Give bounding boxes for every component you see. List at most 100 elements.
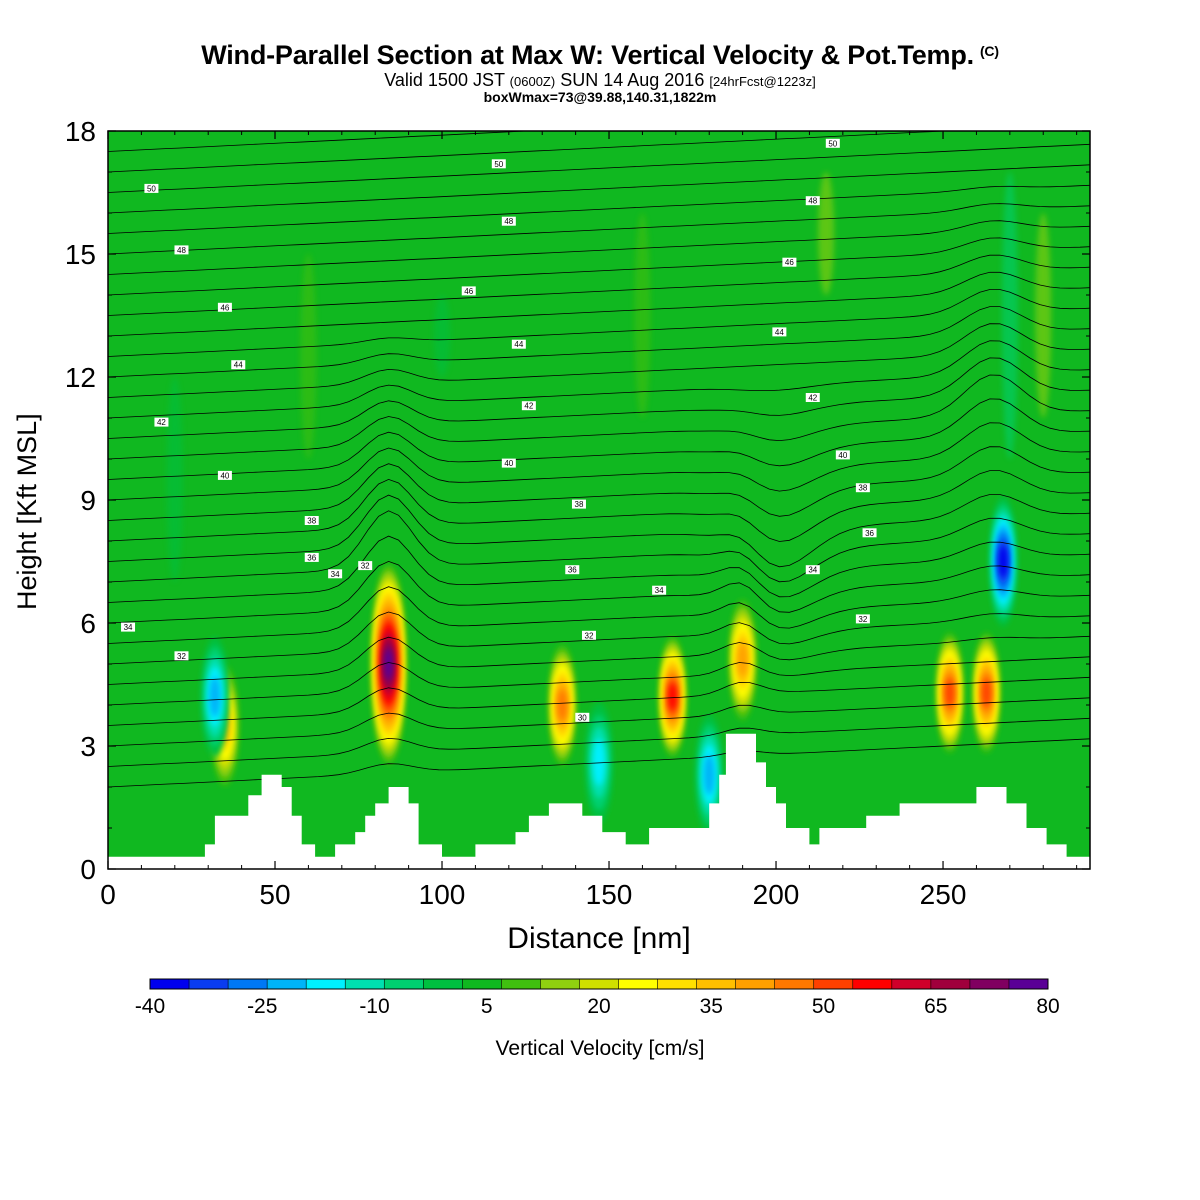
theta-label-box xyxy=(217,470,232,480)
theta-contour xyxy=(108,535,1090,603)
theta-label-text: 40 xyxy=(504,459,513,468)
theta-contour-label: 36 xyxy=(862,528,877,538)
theta-contour xyxy=(108,635,1090,685)
valid-time: Valid 1500 JST xyxy=(384,70,505,90)
theta-contour xyxy=(108,470,1090,542)
theta-contour xyxy=(108,656,1090,706)
updraft-cell xyxy=(982,679,991,707)
theta-contour-label: 50 xyxy=(144,183,159,193)
theta-contour-label: 34 xyxy=(121,622,136,632)
chart-subtitle: Valid 1500 JST (0600Z) SUN 14 Aug 2016 [… xyxy=(0,71,1200,89)
velocity-streak xyxy=(818,172,835,295)
theta-contour xyxy=(108,510,1090,583)
x-axis-label: Distance [nm] xyxy=(507,922,691,955)
theta-contour-label: 32 xyxy=(855,614,870,624)
theta-label-box xyxy=(652,585,667,595)
theta-label-text: 34 xyxy=(331,570,340,579)
theta-contour-label: 32 xyxy=(358,561,373,571)
theta-contour-label: 36 xyxy=(565,565,580,575)
x-tick-label: 0 xyxy=(100,879,116,910)
theta-label-text: 40 xyxy=(838,451,847,460)
updraft-cell xyxy=(384,649,393,679)
y-tick-label: 6 xyxy=(80,608,96,639)
downdraft-cell xyxy=(999,545,1008,578)
updraft-cell xyxy=(558,690,567,720)
y-tick-label: 9 xyxy=(80,485,96,516)
y-tick-label: 18 xyxy=(65,116,96,147)
theta-label-box xyxy=(144,183,159,193)
theta-label-box xyxy=(805,565,820,575)
theta-label-box xyxy=(825,138,840,148)
theta-contour xyxy=(108,131,117,132)
colorbar-tick-label: -40 xyxy=(135,995,165,1018)
colorbar-swatch xyxy=(618,979,658,989)
colorbar-swatch xyxy=(345,979,385,989)
theta-label-box xyxy=(565,565,580,575)
downdraft-cell xyxy=(593,739,605,786)
theta-contour-label: 38 xyxy=(571,499,586,509)
colorbar-swatch xyxy=(384,979,424,989)
colorbar-tick-label: 80 xyxy=(1036,995,1059,1018)
theta-label-box xyxy=(782,257,797,267)
colorbar-tick-label: -10 xyxy=(359,995,389,1018)
theta-label-text: 46 xyxy=(220,303,229,312)
theta-label-box xyxy=(121,622,136,632)
theta-label-text: 46 xyxy=(464,287,473,296)
theta-contour-label: 40 xyxy=(835,450,850,460)
theta-label-text: 38 xyxy=(575,500,584,509)
updraft-cell xyxy=(738,643,748,676)
theta-contour xyxy=(108,611,1090,665)
theta-contour-label: 44 xyxy=(772,327,787,337)
theta-contour xyxy=(108,62,1090,110)
colorbar-tick-label: 5 xyxy=(481,995,493,1018)
colorbar-tick-label: 35 xyxy=(700,995,723,1018)
downdraft-cell xyxy=(703,754,715,795)
theta-label-text: 32 xyxy=(858,615,867,624)
y-tick-label: 15 xyxy=(65,239,96,270)
theta-contour-label: 34 xyxy=(328,569,343,579)
theta-contour xyxy=(108,357,1090,439)
x-tick-label: 50 xyxy=(259,879,290,910)
theta-label-box xyxy=(511,339,526,349)
theta-label-text: 42 xyxy=(157,418,166,427)
theta-label-text: 30 xyxy=(578,713,587,722)
theta-contour xyxy=(108,164,1090,214)
theta-contour xyxy=(108,560,1090,624)
theta-contour-label: 38 xyxy=(855,483,870,493)
chart-title-suffix: (C) xyxy=(979,43,999,59)
colorbar-tick-label: 65 xyxy=(924,995,947,1018)
colorbar-swatch xyxy=(306,979,346,989)
colorbar-swatch xyxy=(579,979,619,989)
colorbar-swatch xyxy=(501,979,541,989)
colorbar-swatch xyxy=(891,979,932,989)
colorbar-swatch xyxy=(462,979,502,989)
colorbar-swatch xyxy=(735,979,775,989)
theta-label-box xyxy=(855,614,870,624)
theta-contour-label: 34 xyxy=(652,585,667,595)
plot-area: 50 50 50 48 48 48 46 46 46 44 44 44 42 42 42 40 40 40 38 38… xyxy=(108,62,1090,869)
theta-label-text: 36 xyxy=(865,529,874,538)
theta-label-box xyxy=(835,450,850,460)
theta-label-text: 40 xyxy=(220,471,229,480)
theta-label-text: 50 xyxy=(147,184,156,193)
terrain xyxy=(108,733,1090,869)
theta-label-text: 42 xyxy=(808,394,817,403)
theta-label-text: 48 xyxy=(504,217,513,226)
y-tick-label: 0 xyxy=(80,854,96,885)
colorbar-swatch xyxy=(540,979,580,989)
colorbar-tick-label: -25 xyxy=(247,995,277,1018)
theta-contour xyxy=(108,289,1090,357)
theta-label-box xyxy=(501,458,516,468)
velocity-streak xyxy=(1001,172,1018,459)
theta-contour-label: 48 xyxy=(805,196,820,206)
theta-label-text: 44 xyxy=(514,340,523,349)
theta-label-text: 46 xyxy=(785,258,794,267)
theta-label-box xyxy=(304,552,319,562)
theta-contour xyxy=(108,254,1090,316)
theta-contour-label: 44 xyxy=(231,360,246,370)
theta-label-text: 32 xyxy=(585,631,594,640)
theta-label-box xyxy=(461,286,476,296)
colorbar-swatch xyxy=(813,979,854,989)
theta-contour-label: 50 xyxy=(491,159,506,169)
theta-label-box xyxy=(772,327,787,337)
